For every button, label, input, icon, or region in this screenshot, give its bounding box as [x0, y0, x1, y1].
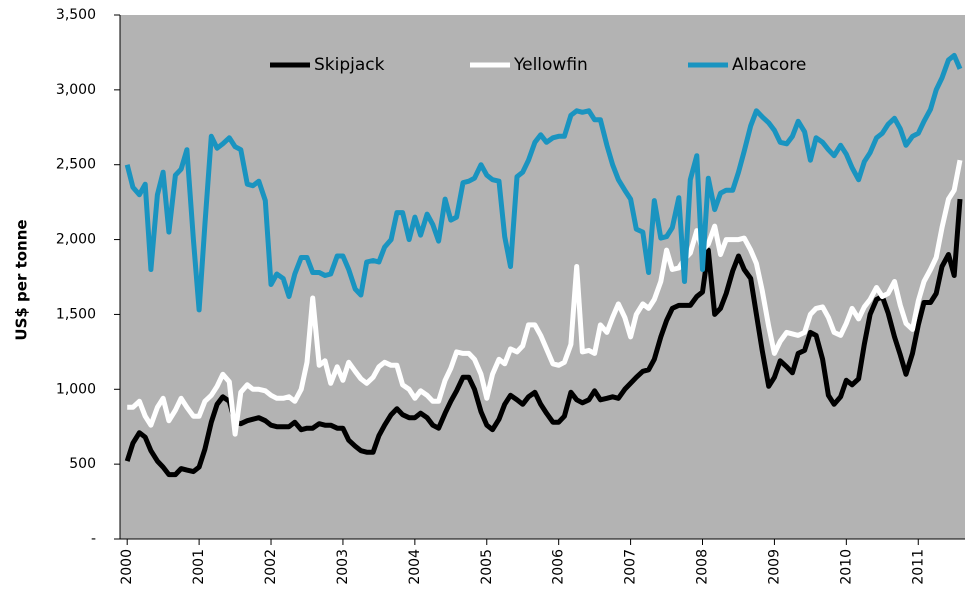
x-tick-label: 2010 [838, 549, 854, 585]
legend-label: Skipjack [314, 55, 385, 75]
x-tick-label: 2009 [766, 549, 782, 585]
legend-label: Yellowfin [513, 55, 588, 75]
x-tick-label: 2008 [695, 549, 711, 585]
series-line [127, 159, 963, 437]
plot-background [120, 15, 965, 539]
legend: Skipjack Yellowfin Albacore [270, 55, 806, 75]
x-tick-label: 2005 [479, 549, 495, 585]
y-tick-label: - [91, 531, 96, 547]
x-tick-label: 2011 [910, 549, 926, 585]
y-tick-label: 1,500 [56, 306, 96, 322]
y-tick-label: 3,000 [56, 82, 96, 98]
x-tick-label: 2007 [623, 549, 639, 585]
x-tick-label: 2000 [119, 549, 135, 585]
series-line [124, 52, 963, 313]
y-tick-label: 2,000 [56, 232, 96, 248]
x-tick-label: 2002 [263, 549, 279, 585]
y-axis-title: US$ per tonne [13, 219, 31, 340]
x-tick-label: 2004 [407, 549, 423, 585]
y-tick-label: 2,500 [56, 157, 96, 173]
x-tick-label: 2003 [335, 549, 351, 585]
legend-label: Albacore [732, 55, 806, 75]
y-tick-label: 500 [69, 456, 96, 472]
y-tick-label: 3,500 [56, 7, 96, 23]
x-tick-label: 2001 [191, 549, 207, 585]
y-tick-label: 1,000 [56, 381, 96, 397]
series-line [124, 198, 963, 478]
x-tick-label: 2006 [551, 549, 567, 585]
